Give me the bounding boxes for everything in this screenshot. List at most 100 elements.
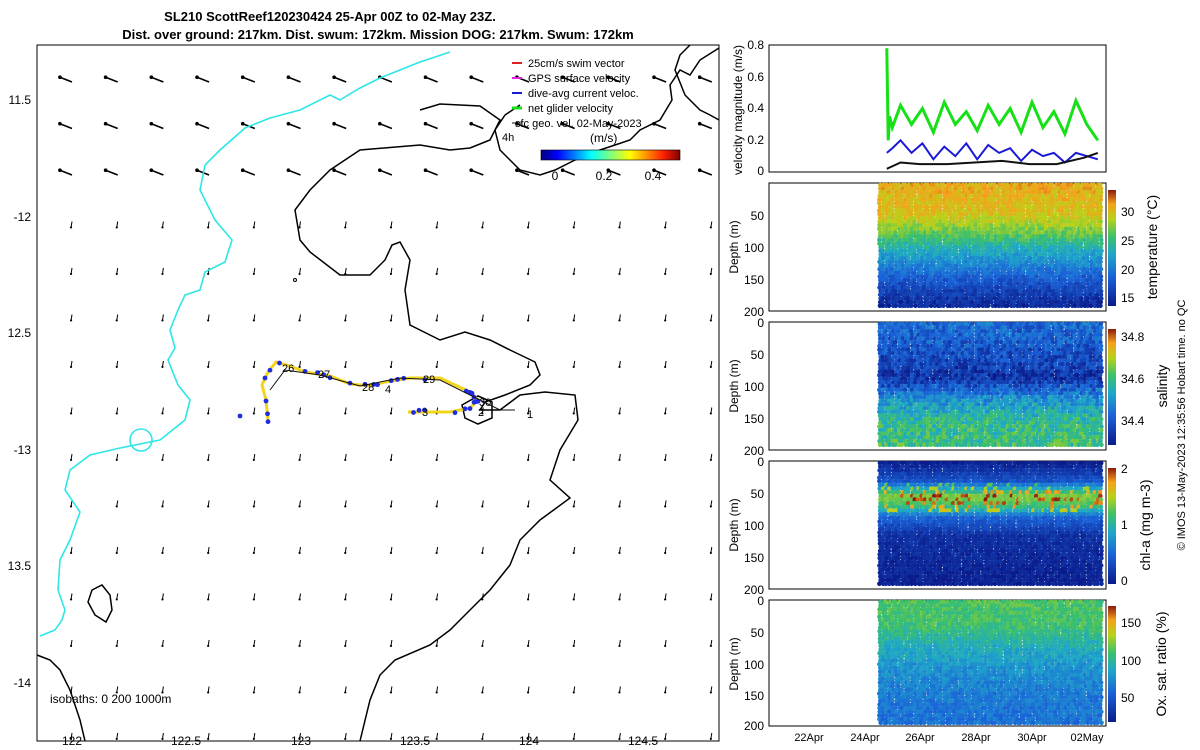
section-point: [925, 201, 930, 206]
section-point: [893, 226, 898, 232]
section-point: [890, 255, 895, 261]
velocity-frame: [768, 44, 1107, 173]
current-vector-head: [664, 505, 667, 508]
section-point: [897, 237, 903, 243]
current-vector-head: [69, 226, 73, 229]
current-vector: [151, 76, 164, 83]
section-point: [896, 204, 901, 210]
section-point: [884, 299, 890, 305]
y-tick: -12: [14, 210, 32, 224]
section-point: [938, 292, 943, 298]
section-point: [899, 241, 905, 246]
current-vector-head: [618, 319, 621, 322]
section-point: [913, 303, 918, 309]
section-point: [903, 241, 908, 246]
section-point: [893, 299, 899, 305]
section-point: [919, 274, 925, 279]
section-point: [884, 182, 889, 188]
current-vector-head: [526, 598, 530, 601]
section-point: [964, 208, 970, 213]
current-vector-head: [618, 505, 621, 508]
current-vector-head: [709, 691, 712, 694]
section-point: [935, 299, 941, 305]
section-point: [886, 248, 892, 254]
section-point: [945, 201, 950, 206]
section-point: [880, 244, 885, 250]
section-point: [932, 303, 938, 309]
section-point: [915, 186, 921, 191]
section-point: [941, 270, 946, 276]
section-point: [960, 292, 966, 298]
current-vector-head: [344, 412, 347, 415]
section-point: [925, 226, 930, 232]
section-point: [960, 244, 965, 250]
section-point: [963, 266, 969, 272]
section-point: [881, 285, 886, 290]
section-point: [902, 270, 908, 276]
section-point: [937, 285, 943, 290]
current-vector-head: [481, 412, 484, 415]
section-point: [884, 215, 889, 221]
current-vector-head: [652, 168, 656, 173]
section-point: [903, 244, 908, 250]
section-point: [905, 263, 911, 268]
section-point: [884, 266, 890, 272]
section-point: [931, 230, 937, 235]
dive-avg-track-line: [269, 369, 515, 411]
section-point: [912, 288, 918, 294]
current-vector-head: [115, 551, 118, 555]
current-vector-head: [572, 598, 575, 601]
current-vector-head: [252, 365, 255, 369]
section-point: [890, 215, 896, 221]
section-point: [903, 211, 908, 217]
current-vector-head: [606, 121, 611, 126]
track-dot: [237, 413, 243, 419]
section-point: [883, 292, 889, 298]
shelf-edge-contour: [39, 51, 451, 637]
section-point: [893, 281, 899, 287]
section-point: [887, 222, 892, 228]
section-point: [919, 299, 924, 305]
y-tick: -13: [14, 443, 32, 457]
section-point: [947, 182, 953, 188]
colorbar-tick: 15: [1121, 291, 1135, 305]
section-point: [925, 219, 931, 224]
legend-label: dive-avg current veloc.: [528, 88, 639, 100]
section-point: [897, 285, 903, 290]
section-point: [957, 274, 963, 279]
salinity-panel: 0 50 100 150 200 Depth (m) 34.8 34.6 34.…: [727, 316, 1170, 458]
current-vector-head: [161, 226, 164, 229]
section-point: [896, 296, 902, 301]
section-point: [945, 288, 950, 294]
section-point: [953, 186, 959, 191]
section-point: [921, 252, 927, 257]
section-point: [880, 190, 886, 195]
current-vector-head: [618, 691, 621, 694]
section-point: [909, 296, 915, 301]
current-vector-head: [618, 272, 621, 276]
current-vector-head: [389, 365, 393, 369]
map-y-ticks: 11.5 -12 12.5 -13 13.5 -14: [8, 93, 32, 690]
section-point: [902, 303, 908, 309]
current-vector-head: [515, 168, 519, 173]
current-vector-head: [664, 319, 667, 322]
section-point: [877, 274, 883, 279]
section-point: [941, 233, 946, 239]
section-point: [928, 237, 933, 243]
current-vector-head: [572, 319, 575, 322]
current-vector: [242, 169, 256, 176]
section-point: [918, 226, 924, 232]
section-point: [883, 219, 889, 224]
current-vector-head: [572, 644, 575, 648]
section-point: [896, 182, 901, 188]
current-vector-head: [207, 272, 210, 276]
section-point: [902, 182, 908, 188]
current-vector-head: [709, 365, 712, 369]
legend-label: sfc geo. vel. 02-May-2023: [515, 118, 642, 130]
section-point: [922, 266, 928, 272]
section-point: [899, 219, 905, 224]
current-vector-head: [389, 737, 393, 741]
section-point: [912, 193, 917, 199]
section-point: [896, 208, 902, 213]
section-point: [925, 190, 931, 195]
